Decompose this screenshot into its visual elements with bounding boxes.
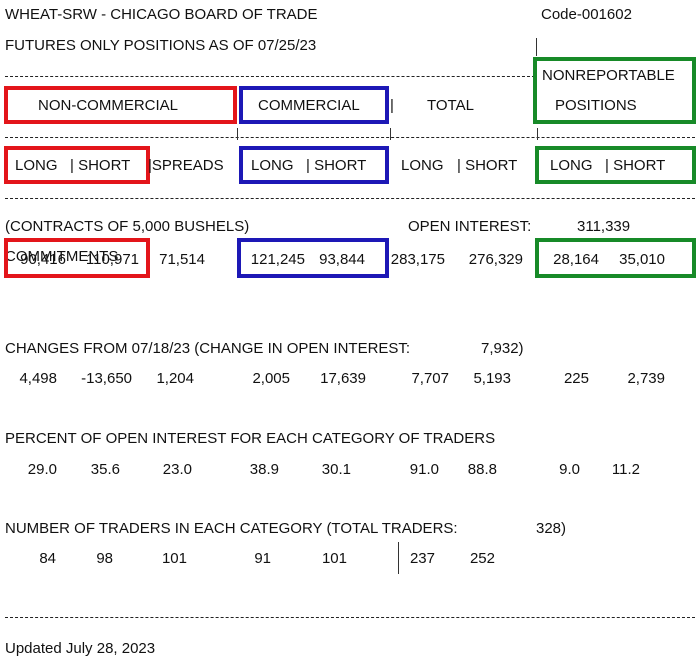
nr-long-short-box — [535, 146, 696, 184]
non-commercial-header-box — [4, 86, 237, 124]
comm-long-short-label: LONG | SHORT — [251, 157, 367, 174]
commitment-value: 35,010 — [619, 251, 665, 268]
contracts-note: (CONTRACTS OF 5,000 BUSHELS) — [5, 218, 250, 235]
change-value: -13,650 — [81, 370, 132, 387]
report-subtitle: FUTURES ONLY POSITIONS AS OF 07/25/23 — [5, 37, 317, 54]
total-short-label: | SHORT — [457, 157, 518, 174]
commitment-value: 283,175 — [390, 251, 445, 268]
changes-label: CHANGES FROM 07/18/23 (CHANGE IN OPEN IN… — [5, 340, 411, 357]
commitment-value: 121,245 — [250, 251, 305, 268]
spreads-label: |SPREADS — [148, 157, 224, 174]
nc-long-short-label: LONG | SHORT — [15, 157, 131, 174]
report-code: Code-001602 — [541, 6, 632, 23]
nonreportable-header-line2: POSITIONS — [555, 97, 637, 114]
open-interest-value: 311,339 — [577, 218, 631, 235]
change-value: 225 — [563, 370, 589, 387]
percent-value: 30.1 — [321, 461, 351, 478]
comm-long-short-box — [239, 146, 389, 184]
commitment-value: 110,971 — [85, 251, 139, 268]
traders-value: 98 — [96, 550, 113, 567]
nc-long-short-box — [4, 146, 150, 184]
open-interest-label: OPEN INTEREST: — [408, 218, 532, 235]
dashed-rule-3 — [5, 198, 695, 199]
commercial-header: COMMERCIAL — [258, 97, 360, 114]
dashed-rule-4 — [5, 617, 695, 618]
col-tick-2 — [390, 128, 391, 140]
percent-value: 88.8 — [467, 461, 497, 478]
nr-commitments-box — [535, 238, 696, 278]
updated-date: Updated July 28, 2023 — [5, 640, 156, 657]
header-separator: | — [390, 97, 394, 114]
non-commercial-header: NON-COMMERCIAL — [38, 97, 179, 114]
commercial-header-box — [239, 86, 389, 124]
col-tick-1 — [237, 128, 238, 140]
col-tick-3 — [537, 128, 538, 140]
traders-label: NUMBER OF TRADERS IN EACH CATEGORY (TOTA… — [5, 520, 458, 537]
percent-value: 23.0 — [162, 461, 192, 478]
traders-value: 237 — [409, 550, 435, 567]
change-value: 7,707 — [411, 370, 449, 387]
dashed-rule-1 — [5, 76, 535, 77]
total-long-label: LONG — [401, 157, 444, 174]
change-value: 5,193 — [473, 370, 511, 387]
change-value: 4,498 — [19, 370, 57, 387]
percent-value: 35.6 — [90, 461, 120, 478]
nc-commitments-box — [4, 238, 150, 278]
change-value: 2,739 — [627, 370, 665, 387]
commitments-label: COMMITMENTS — [5, 248, 119, 265]
dashed-rule-2 — [5, 137, 695, 138]
percent-value: 29.0 — [27, 461, 57, 478]
traders-value: 101 — [321, 550, 347, 567]
percent-label: PERCENT OF OPEN INTEREST FOR EACH CATEGO… — [5, 430, 496, 447]
traders-value: 84 — [39, 550, 56, 567]
total-header: TOTAL — [427, 97, 474, 114]
comm-commitments-box — [237, 238, 389, 278]
report-title: WHEAT-SRW - CHICAGO BOARD OF TRADE — [5, 6, 318, 23]
commitment-value: 90,416 — [20, 251, 66, 268]
change-value: 1,204 — [156, 370, 194, 387]
percent-value: 91.0 — [409, 461, 439, 478]
nonreportable-header-line1: NONREPORTABLE — [542, 67, 675, 84]
total-traders-value: 328) — [536, 520, 567, 537]
percent-value: 9.0 — [559, 461, 580, 478]
change-value: 17,639 — [320, 370, 366, 387]
changes-open-interest-value: 7,932) — [481, 340, 524, 357]
commitment-value: 71,514 — [159, 251, 205, 268]
percent-value: 38.9 — [249, 461, 279, 478]
header-divider — [536, 38, 537, 56]
traders-value: 252 — [469, 550, 495, 567]
percent-value: 11.2 — [611, 461, 640, 478]
nr-long-short-label: LONG | SHORT — [550, 157, 666, 174]
commitment-value: 93,844 — [319, 251, 365, 268]
traders-divider — [398, 542, 399, 574]
commitment-value: 28,164 — [553, 251, 599, 268]
change-value: 2,005 — [252, 370, 290, 387]
traders-value: 101 — [161, 550, 187, 567]
nonreportable-header-box — [533, 57, 696, 124]
traders-value: 91 — [254, 550, 271, 567]
commitment-value: 276,329 — [468, 251, 523, 268]
